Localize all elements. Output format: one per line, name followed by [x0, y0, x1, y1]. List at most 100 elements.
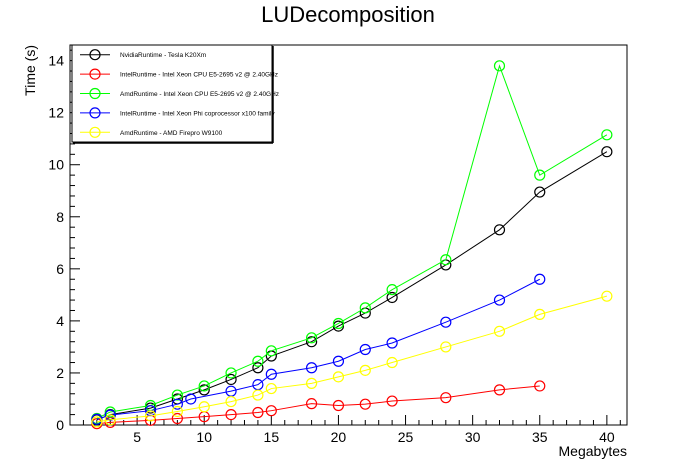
data-point — [144, 402, 157, 414]
data-point — [225, 395, 237, 408]
data-point — [305, 377, 318, 389]
x-axis-label: Megabytes — [559, 443, 627, 459]
data-point — [534, 186, 546, 198]
data-point — [386, 291, 398, 304]
data-point — [534, 169, 546, 181]
series-line — [96, 295, 607, 423]
data-point — [332, 371, 345, 383]
data-point — [534, 380, 546, 392]
legend-swatch-marker — [89, 126, 101, 138]
data-point — [359, 398, 371, 410]
series-5 — [91, 290, 613, 428]
data-point — [440, 254, 452, 266]
data-point — [91, 413, 103, 425]
data-point — [493, 60, 506, 72]
legend-label: AmdRuntime - AMD Firepro W9100 — [120, 130, 223, 137]
legend: NvidiaRuntime - Tesla K20Xm IntelRuntime … — [71, 44, 279, 144]
data-point — [332, 355, 345, 367]
chart-title: LUDecomposition — [261, 2, 435, 27]
series-line — [96, 64, 608, 419]
data-point — [91, 416, 103, 428]
y-tick-label: 12 — [48, 105, 64, 121]
data-point — [265, 405, 277, 417]
x-tick-label: 20 — [331, 429, 347, 445]
data-point — [265, 368, 277, 380]
y-axis-label: Time (s) — [22, 45, 38, 96]
data-point — [252, 362, 264, 374]
data-point — [198, 380, 210, 392]
data-point — [171, 405, 183, 418]
data-point — [493, 224, 506, 236]
legend-label: NvidiaRuntime - Tesla K20Xm — [120, 52, 206, 59]
y-tick-label: 2 — [56, 365, 64, 381]
data-point — [305, 332, 318, 344]
data-point — [386, 395, 398, 407]
data-point — [493, 384, 506, 396]
series-line — [96, 151, 608, 421]
y-tick-label: 8 — [56, 209, 64, 225]
data-point — [104, 406, 116, 418]
x-tick-label: 15 — [264, 429, 280, 445]
data-point — [198, 401, 210, 413]
y-tick-label: 0 — [56, 417, 64, 433]
y-tick-label: 6 — [56, 261, 64, 277]
data-point — [305, 398, 318, 410]
legend-swatch-marker — [89, 107, 101, 119]
series-3 — [91, 60, 613, 425]
data-point — [493, 294, 506, 306]
data-point — [386, 337, 398, 349]
data-point — [601, 146, 613, 158]
x-tick-label: 10 — [196, 429, 212, 445]
data-point — [252, 355, 264, 367]
y-tick-label: 14 — [48, 53, 64, 69]
y-tick-label: 10 — [48, 157, 64, 173]
data-point — [332, 317, 345, 330]
data-point — [171, 398, 183, 410]
legend-label: IntelRuntime - Intel Xeon CPU E5-2695 v2… — [120, 72, 278, 79]
data-point — [252, 406, 264, 419]
series-line — [96, 385, 540, 425]
legend-swatch-marker — [89, 68, 101, 80]
x-tick-label: 35 — [532, 429, 548, 445]
data-point — [534, 308, 546, 320]
data-point — [252, 389, 264, 401]
data-point — [171, 389, 183, 401]
data-point — [359, 343, 371, 356]
legend-swatch-marker — [89, 87, 101, 100]
legend-label: AmdRuntime - Intel Xeon CPU E5-2695 v2 @… — [120, 91, 279, 98]
data-point — [305, 336, 318, 348]
data-point — [225, 408, 237, 421]
series-layer — [91, 60, 613, 430]
data-point — [225, 373, 237, 386]
series-line — [96, 278, 540, 420]
data-point — [493, 325, 506, 337]
data-point — [601, 129, 613, 141]
data-point — [198, 384, 210, 396]
y-tick-label: 4 — [56, 313, 64, 329]
data-point — [440, 341, 452, 353]
data-point — [225, 367, 237, 379]
data-point — [534, 273, 546, 285]
x-tick-label: 25 — [398, 429, 414, 445]
data-point — [305, 362, 318, 374]
data-point — [386, 284, 398, 296]
plot-frame — [69, 44, 628, 426]
data-point — [440, 316, 452, 328]
data-point — [359, 364, 371, 376]
x-tick-label: 5 — [133, 429, 141, 445]
data-point — [171, 412, 183, 425]
data-point — [104, 414, 116, 426]
axes: 5 10 15 20 25 30 35 40 0 2 4 6 8 10 12 14 — [48, 49, 621, 445]
data-point — [386, 356, 398, 369]
data-point — [144, 410, 157, 422]
data-point — [440, 392, 452, 404]
legend-swatch-marker — [89, 49, 101, 61]
data-point — [185, 393, 197, 405]
legend-label: IntelRuntime - Intel Xeon Phi coprocesso… — [120, 110, 275, 117]
data-point — [265, 345, 277, 357]
data-point — [601, 290, 613, 302]
data-point — [265, 382, 277, 395]
x-tick-label: 30 — [465, 429, 481, 445]
data-point — [332, 399, 345, 412]
